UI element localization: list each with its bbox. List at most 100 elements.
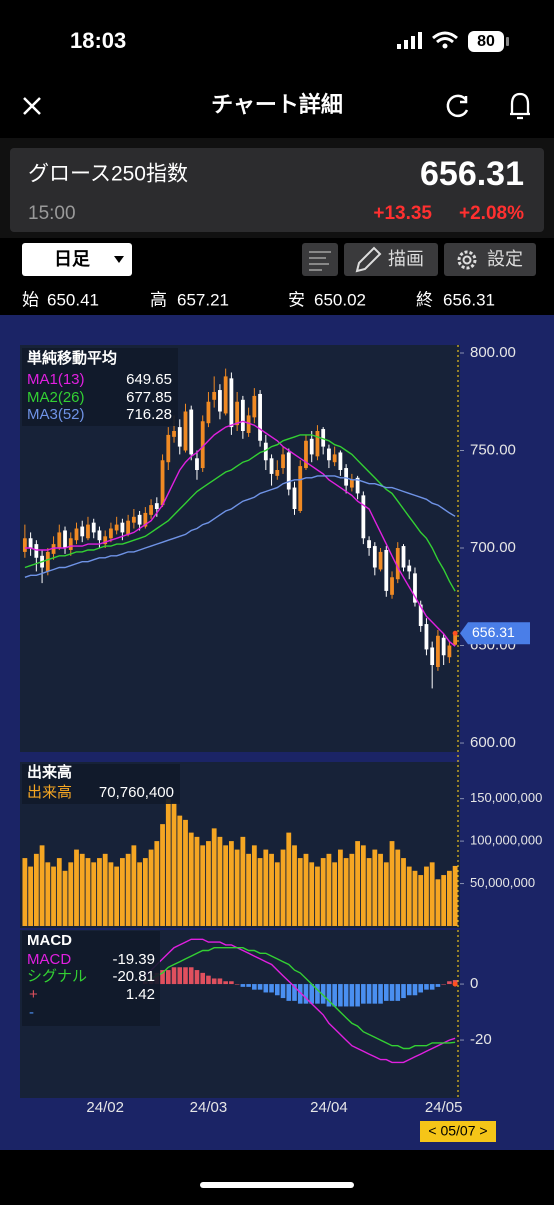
- histogram-bar: [263, 984, 269, 993]
- volume-bar: [45, 862, 51, 926]
- candle-body: [183, 411, 188, 451]
- candle-body: [177, 427, 182, 447]
- candle-body: [390, 577, 394, 595]
- candle-body: [109, 528, 113, 539]
- candle-body: [407, 565, 412, 572]
- volume-bar: [114, 866, 120, 926]
- volume-bar: [406, 866, 412, 926]
- candle-body: [114, 524, 119, 531]
- volume-bar: [206, 841, 211, 926]
- candle-body: [258, 393, 262, 441]
- histogram-bar: [309, 984, 315, 1004]
- volume-bar: [263, 849, 269, 926]
- y-tick-label: -20: [470, 1031, 492, 1048]
- volume-bar: [183, 819, 188, 926]
- histogram-bar: [286, 984, 292, 1001]
- histogram-bar: [183, 967, 188, 985]
- legend-entry: シグナル: [27, 968, 87, 985]
- list-button[interactable]: [302, 243, 338, 276]
- histogram-bar: [171, 967, 177, 985]
- selected-date: < 05/07 >: [428, 1123, 487, 1139]
- series-line: [144, 938, 456, 1064]
- histogram-bar: [435, 984, 441, 987]
- volume-bar: [315, 866, 320, 926]
- x-tick-label: 24/05: [425, 1099, 463, 1116]
- candle-body: [281, 454, 285, 469]
- legend-entry: -: [29, 1004, 34, 1021]
- candle-body: [263, 442, 268, 461]
- list-icon: [309, 251, 331, 271]
- gear-icon: [457, 250, 477, 270]
- quote-card: [10, 148, 544, 232]
- ohlc-value: 650.41: [47, 290, 99, 309]
- alert-button[interactable]: [510, 92, 530, 120]
- volume-bar: [125, 853, 131, 926]
- battery-tip: [506, 37, 509, 46]
- last-hist-dot: [452, 981, 458, 987]
- histogram-bar: [223, 981, 228, 985]
- legend-entry: MA3(52): [27, 406, 85, 423]
- candle-body: [378, 551, 383, 570]
- candle-body: [292, 487, 297, 510]
- candle-body: [34, 544, 39, 558]
- legend-entry: MACD: [27, 951, 71, 968]
- period-select[interactable]: [22, 243, 132, 276]
- close-button[interactable]: [23, 97, 41, 115]
- home-indicator: [200, 1182, 354, 1188]
- refresh-button[interactable]: [446, 94, 469, 118]
- histogram-bar: [332, 984, 337, 1007]
- candle-body: [361, 495, 366, 539]
- volume-bar: [274, 862, 280, 926]
- volume-bar: [349, 853, 355, 926]
- volume-bar: [62, 870, 68, 926]
- y-tick-label: 100,000,000: [470, 833, 542, 848]
- candle-body: [424, 624, 429, 650]
- price-legend: [22, 348, 178, 426]
- volume-bar: [429, 862, 435, 926]
- x-tick-label: 24/03: [190, 1099, 228, 1116]
- histogram-bar: [211, 978, 217, 985]
- histogram-bar: [406, 984, 412, 996]
- histogram-bar: [383, 984, 389, 1001]
- candle-body: [338, 452, 343, 471]
- candle-body: [189, 409, 194, 455]
- histogram-bar: [280, 984, 286, 999]
- legend-value: 716.28: [126, 406, 172, 423]
- candle-body: [154, 503, 159, 510]
- histogram-bar: [217, 978, 223, 985]
- settings-label: 設定: [487, 249, 523, 269]
- price-change-pct: +2.08%: [459, 203, 524, 224]
- volume-bar: [320, 858, 326, 926]
- y-tick-label: 0: [470, 975, 478, 992]
- volume-bar: [452, 865, 458, 926]
- x-tick-label: 24/04: [310, 1099, 348, 1116]
- legend-value: 70,760,400: [99, 784, 174, 801]
- index-name: グロース250指数: [28, 163, 188, 186]
- legend-title: MACD: [27, 932, 72, 949]
- volume-bar: [366, 858, 372, 926]
- volume-bar: [154, 841, 160, 926]
- candle-body: [367, 540, 371, 549]
- candle-body: [372, 546, 377, 568]
- volume-bar: [383, 862, 389, 926]
- last-price-dot: [452, 630, 458, 636]
- volume-bar: [240, 836, 246, 926]
- series-line: [24, 420, 456, 647]
- volume-bar: [171, 802, 177, 926]
- histogram-bar: [234, 984, 240, 985]
- candle-body: [286, 452, 291, 490]
- volume-bar: [91, 862, 97, 926]
- index-price: 656.31: [420, 155, 524, 193]
- volume-bar: [33, 853, 39, 926]
- volume-bar: [395, 849, 401, 926]
- volume-bar: [332, 862, 338, 926]
- period-label: 日足: [54, 249, 90, 269]
- ohlc-label: 高: [150, 290, 167, 309]
- volume-bar: [228, 841, 234, 926]
- candle-body: [51, 544, 56, 554]
- volume-bar: [418, 875, 424, 926]
- histogram-bar: [229, 981, 234, 985]
- candle-body: [436, 635, 440, 667]
- candle-body: [298, 466, 303, 511]
